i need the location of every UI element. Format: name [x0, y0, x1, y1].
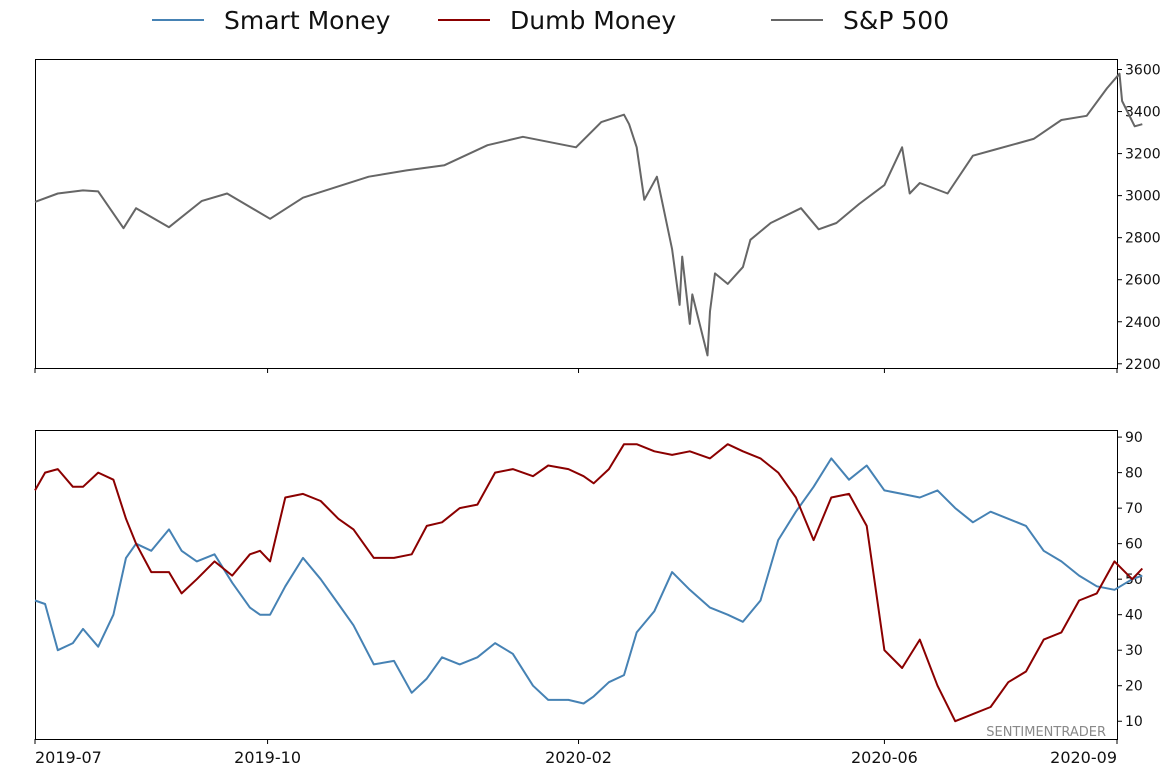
legend-dumb-money-label: Dumb Money: [510, 5, 677, 35]
sp500-ytick-label-2400: 2400: [1125, 315, 1161, 331]
sentiment-panel-frame: [35, 430, 1118, 740]
sentiment-ytick-label-70: 70: [1125, 501, 1143, 517]
sp500-ytick-label-3600: 3600: [1125, 63, 1161, 79]
sp500-ytick-label-2600: 2600: [1125, 273, 1161, 289]
legend-item-dumb-money: Dumb Money: [438, 4, 676, 36]
sentiment-ytick-label-40: 40: [1125, 608, 1143, 624]
sentiment-ytick-label-20: 20: [1125, 679, 1143, 695]
legend-dumb-money-swatch: [438, 19, 490, 21]
sp500-x-ticks: [34, 368, 1118, 373]
sentiment-ytick-label-60: 60: [1125, 537, 1143, 553]
legend-smart-money-label: Smart Money: [224, 5, 391, 35]
xtick-label-2020-09: 2020-09: [1050, 748, 1117, 767]
legend-smart-money-swatch: [152, 19, 204, 21]
xtick-label-2019-10: 2019-10: [234, 748, 301, 767]
sp500-panel-frame: [35, 59, 1118, 369]
sentiment-ytick-label-30: 30: [1125, 643, 1143, 659]
sp500-panel: 2200 2400 2600 2800 3000 3200 3400 3600: [34, 59, 1161, 373]
sp500-y-axis: 2200 2400 2600 2800 3000 3200 3400 3600: [1117, 63, 1161, 373]
xtick-label-2020-02: 2020-02: [545, 748, 612, 767]
sp500-line: [34, 72, 1143, 357]
sentiment-ytick-label-10: 10: [1125, 714, 1143, 730]
legend: Smart Money Dumb Money S&P 500: [0, 0, 1164, 42]
legend-item-smart-money: Smart Money: [152, 4, 390, 36]
sentiment-ytick-label-80: 80: [1125, 466, 1143, 482]
sp500-ytick-label-2200: 2200: [1125, 357, 1161, 373]
sp500-ytick-label-3400: 3400: [1125, 105, 1161, 121]
smart-money-line: [34, 457, 1143, 705]
sp500-ytick-label-3000: 3000: [1125, 189, 1161, 205]
sentiment-ytick-label-90: 90: [1125, 430, 1143, 446]
legend-sp500-label: S&P 500: [843, 5, 950, 35]
sentimentrader-watermark: SENTIMENTRADER: [986, 725, 1106, 740]
xtick-label-2020-06: 2020-06: [851, 748, 918, 767]
legend-item-sp500: S&P 500: [771, 4, 949, 36]
sentiment-x-axis: 2019-07 2019-10 2020-02 2020-06 2020-09: [34, 739, 1118, 767]
xtick-label-2019-07: 2019-07: [35, 748, 102, 767]
sp500-ytick-label-2800: 2800: [1125, 231, 1161, 247]
sp500-ytick-label-3200: 3200: [1125, 147, 1161, 163]
dumb-money-line: [34, 443, 1144, 723]
legend-sp500-swatch: [771, 19, 823, 21]
